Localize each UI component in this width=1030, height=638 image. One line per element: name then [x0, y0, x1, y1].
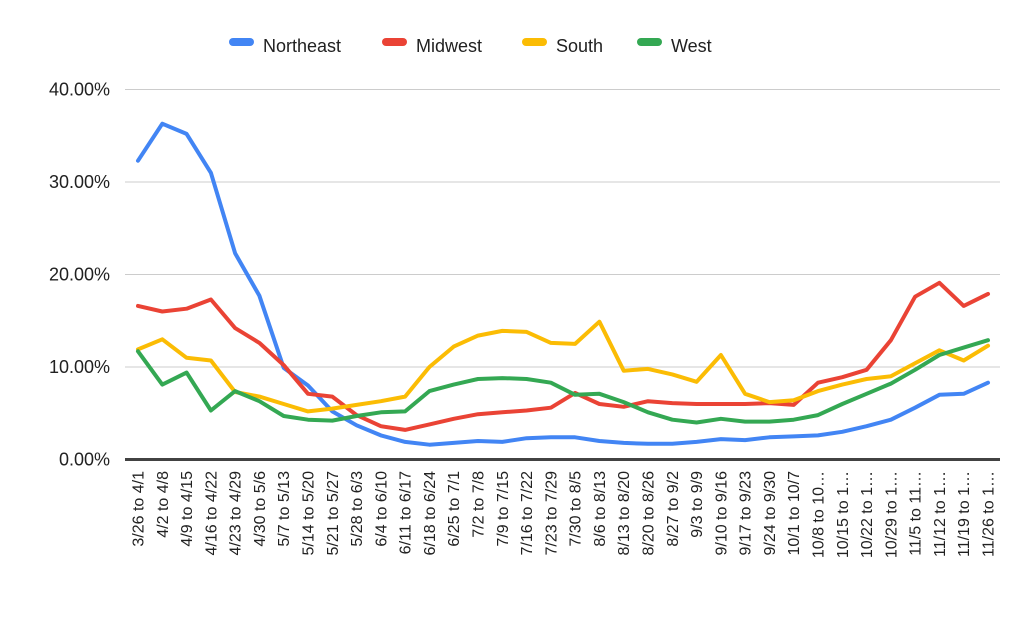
legend: Northeast Midwest South West	[229, 36, 712, 56]
legend-item-midwest[interactable]: Midwest	[382, 36, 482, 56]
x-tick-label: 9/3 to 9/9	[689, 471, 706, 538]
series-line-midwest	[136, 280, 990, 432]
x-tick-label: 7/9 to 7/15	[495, 471, 512, 547]
x-tick-label: 5/28 to 6/3	[349, 471, 366, 547]
x-tick-label: 4/9 to 4/15	[179, 471, 196, 547]
x-tick-label: 6/25 to 7/1	[446, 471, 463, 547]
x-tick-label: 5/7 to 5/13	[276, 471, 293, 547]
gridlines	[125, 89, 1000, 461]
legend-label-south: South	[556, 36, 603, 56]
x-tick-label: 3/26 to 4/1	[131, 471, 148, 547]
series-line-west	[136, 338, 990, 425]
legend-label-west: West	[671, 36, 712, 56]
x-tick-label: 5/14 to 5/20	[301, 471, 318, 556]
x-tick-label: 11/12 to 1…	[932, 471, 949, 557]
x-tick-label: 11/5 to 11…	[908, 471, 925, 556]
x-tick-label: 5/21 to 5/27	[325, 471, 342, 556]
x-tick-label: 4/30 to 5/6	[252, 471, 269, 547]
x-tick-label: 8/27 to 9/2	[665, 471, 682, 547]
x-tick-label: 8/6 to 8/13	[592, 471, 609, 547]
x-tick-label: 10/15 to 1…	[835, 471, 852, 558]
y-tick-label: 0.00%	[59, 450, 110, 470]
series-lines	[136, 121, 990, 447]
x-tick-label: 7/16 to 7/22	[519, 471, 536, 556]
x-tick-label: 10/1 to 10/7	[786, 471, 803, 556]
x-tick-label: 10/8 to 10…	[811, 471, 828, 558]
x-tick-label: 11/26 to 1…	[981, 471, 998, 557]
y-tick-label: 40.00%	[49, 80, 110, 100]
legend-swatch-west	[637, 38, 662, 46]
x-tick-label: 4/2 to 4/8	[155, 471, 172, 538]
series-line-northeast	[136, 121, 990, 447]
series-line-south	[136, 319, 990, 414]
x-tick-label: 8/13 to 8/20	[616, 471, 633, 556]
x-tick-label: 10/29 to 1…	[883, 471, 900, 558]
legend-swatch-midwest	[382, 38, 407, 46]
x-tick-label: 9/10 to 9/16	[713, 471, 730, 556]
x-tick-label: 10/22 to 1…	[859, 471, 876, 558]
y-tick-label: 20.00%	[49, 265, 110, 285]
legend-item-west[interactable]: West	[637, 36, 712, 56]
x-tick-label: 6/4 to 6/10	[373, 471, 390, 547]
x-tick-label: 7/2 to 7/8	[471, 471, 488, 538]
x-tick-label: 9/24 to 9/30	[762, 471, 779, 556]
legend-label-northeast: Northeast	[263, 36, 341, 56]
x-tick-label: 8/20 to 8/26	[641, 471, 658, 556]
x-tick-label: 6/18 to 6/24	[422, 471, 439, 556]
x-tick-label: 11/19 to 1…	[956, 471, 973, 557]
y-tick-label: 30.00%	[49, 172, 110, 192]
legend-item-northeast[interactable]: Northeast	[229, 36, 341, 56]
legend-swatch-northeast	[229, 38, 254, 46]
y-tick-label: 10.00%	[49, 357, 110, 377]
y-axis-labels: 0.00% 10.00% 20.00% 30.00% 40.00%	[49, 80, 110, 470]
x-tick-label: 9/17 to 9/23	[738, 471, 755, 556]
legend-label-midwest: Midwest	[416, 36, 482, 56]
x-axis-labels: 3/26 to 4/1 4/2 to 4/8 4/9 to 4/15 4/16 to …	[131, 471, 998, 558]
legend-item-south[interactable]: South	[522, 36, 603, 56]
legend-swatch-south	[522, 38, 547, 46]
x-tick-label: 7/23 to 7/29	[543, 471, 560, 556]
x-tick-label: 6/11 to 6/17	[398, 471, 415, 554]
x-tick-label: 7/30 to 8/5	[568, 471, 585, 547]
x-tick-label: 4/23 to 4/29	[228, 471, 245, 556]
x-tick-label: 4/16 to 4/22	[203, 471, 220, 556]
